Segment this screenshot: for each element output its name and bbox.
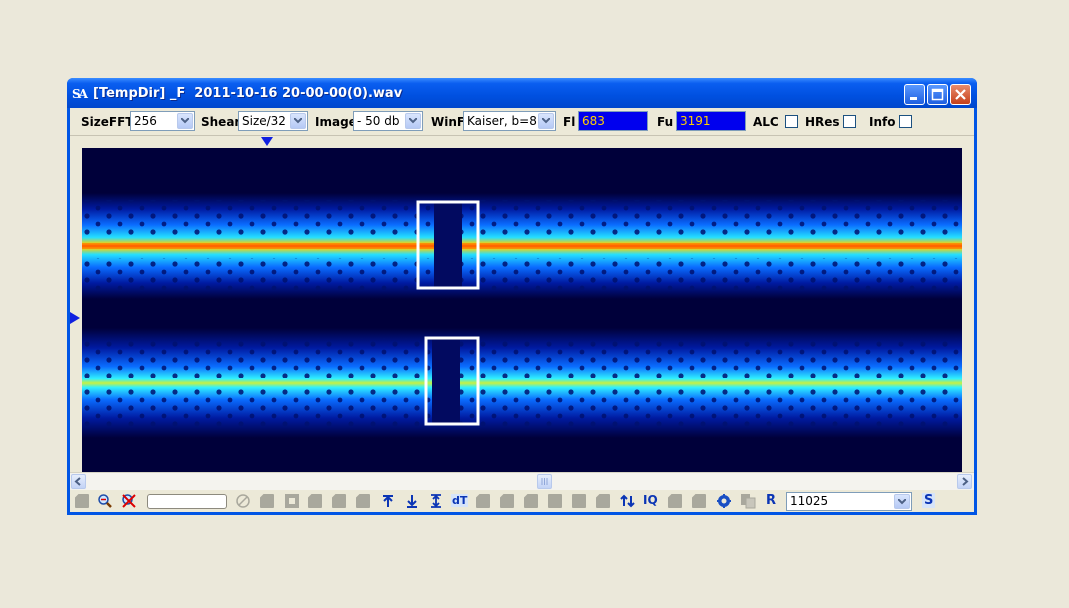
selection-box-lower xyxy=(424,336,480,426)
disabled-icon[interactable] xyxy=(476,494,490,508)
shear-select[interactable]: Size/32 xyxy=(238,111,308,131)
shear-value: Size/32 xyxy=(242,114,286,128)
s-button[interactable]: S xyxy=(922,493,936,508)
maximize-button[interactable] xyxy=(927,84,948,105)
sizefft-label: SizeFFT xyxy=(81,115,134,129)
title-bar[interactable]: SA [TempDir] _F 2011-10-16 20-00-00(0).w… xyxy=(67,78,977,108)
selection-box-upper xyxy=(416,200,480,290)
hres-checkbox[interactable] xyxy=(843,115,856,128)
cancel-icon[interactable] xyxy=(121,493,137,509)
gap-upper xyxy=(434,202,462,288)
close-icon xyxy=(955,89,966,100)
shear-label: Shear xyxy=(201,115,241,129)
window-title: [TempDir] _F 2011-10-16 20-00-00(0).wav xyxy=(93,86,403,101)
band-texture-upper-top xyxy=(82,200,962,235)
chevron-down-icon[interactable] xyxy=(177,113,193,129)
chevron-down-icon[interactable] xyxy=(290,113,306,129)
minimize-icon xyxy=(910,97,917,100)
disabled-icon[interactable] xyxy=(692,494,706,508)
image-select[interactable]: - 50 db xyxy=(353,111,423,131)
iq-icon[interactable]: IQ xyxy=(643,493,658,507)
disabled-icon[interactable] xyxy=(332,494,346,508)
zoom-icon[interactable] xyxy=(97,493,113,509)
samplerate-select[interactable]: 11025 xyxy=(786,492,912,511)
chevron-right-icon xyxy=(962,477,969,486)
arrows-down-icon[interactable] xyxy=(404,493,420,509)
hres-label: HRes xyxy=(805,115,840,129)
fl-field[interactable]: 683 xyxy=(578,111,648,131)
doc-icon[interactable] xyxy=(75,494,89,508)
disabled-icon[interactable] xyxy=(548,494,562,508)
samplerate-value: 11025 xyxy=(790,494,829,508)
scroll-thumb[interactable] xyxy=(537,474,552,489)
spectrogram[interactable] xyxy=(82,148,962,472)
fu-field[interactable]: 3191 xyxy=(676,111,746,131)
sizefft-value: 256 xyxy=(134,114,157,128)
swap-icon[interactable] xyxy=(620,493,636,509)
scroll-left-button[interactable] xyxy=(71,474,86,489)
chevron-down-icon[interactable] xyxy=(538,113,554,129)
arrows-icon[interactable] xyxy=(428,493,444,509)
bottom-toolbar: dT IQ R 11025 S xyxy=(70,490,974,512)
app-window: SA [TempDir] _F 2011-10-16 20-00-00(0).w… xyxy=(67,78,977,515)
disabled-icon[interactable] xyxy=(524,494,538,508)
band-texture-lower-bottom xyxy=(82,388,962,428)
copy-icon[interactable] xyxy=(740,493,756,509)
toolbar: SizeFFT 256 Shear Size/32 Image - 50 db … xyxy=(70,108,974,136)
disabled-icon[interactable] xyxy=(308,494,322,508)
r-button[interactable]: R xyxy=(766,493,777,508)
time-marker-icon[interactable] xyxy=(261,137,273,147)
no-icon[interactable] xyxy=(235,493,251,509)
disabled-icon[interactable] xyxy=(260,494,274,508)
dt-icon[interactable]: dT xyxy=(451,494,469,507)
app-icon: SA xyxy=(72,87,88,101)
close-button[interactable] xyxy=(950,84,971,105)
disabled-icon[interactable] xyxy=(572,494,586,508)
disabled-icon[interactable] xyxy=(500,494,514,508)
carrier-line xyxy=(82,243,962,249)
band-texture-upper-bottom xyxy=(82,258,962,293)
settings-icon[interactable] xyxy=(716,493,732,509)
winf-select[interactable]: Kaiser, b=8 xyxy=(463,111,556,131)
winf-value: Kaiser, b=8 xyxy=(467,114,537,128)
fl-label: Fl xyxy=(563,115,576,129)
fu-label: Fu xyxy=(657,115,674,129)
scroll-right-button[interactable] xyxy=(957,474,972,489)
chevron-down-icon[interactable] xyxy=(405,113,421,129)
disabled-icon[interactable] xyxy=(596,494,610,508)
info-checkbox[interactable] xyxy=(899,115,912,128)
chevron-left-icon xyxy=(74,477,81,486)
maximize-icon xyxy=(931,88,944,101)
band-texture-lower-top xyxy=(82,338,962,378)
winf-label: WinF xyxy=(431,115,466,129)
info-label: Info xyxy=(869,115,896,129)
minimize-button[interactable] xyxy=(904,84,925,105)
freq-marker-icon[interactable] xyxy=(70,312,81,324)
arrows-up-icon[interactable] xyxy=(380,493,396,509)
image-label: Image xyxy=(315,115,357,129)
alc-checkbox[interactable] xyxy=(785,115,798,128)
gap-lower xyxy=(432,338,460,424)
position-field[interactable] xyxy=(147,494,227,509)
chevron-down-icon[interactable] xyxy=(894,494,910,509)
frame-icon[interactable] xyxy=(284,493,300,509)
image-value: - 50 db xyxy=(357,114,400,128)
sizefft-select[interactable]: 256 xyxy=(130,111,195,131)
disabled-icon[interactable] xyxy=(668,494,682,508)
client-area: SizeFFT 256 Shear Size/32 Image - 50 db … xyxy=(70,108,974,512)
alc-label: ALC xyxy=(753,115,779,129)
horizontal-scrollbar[interactable] xyxy=(70,472,974,490)
disabled-icon[interactable] xyxy=(356,494,370,508)
